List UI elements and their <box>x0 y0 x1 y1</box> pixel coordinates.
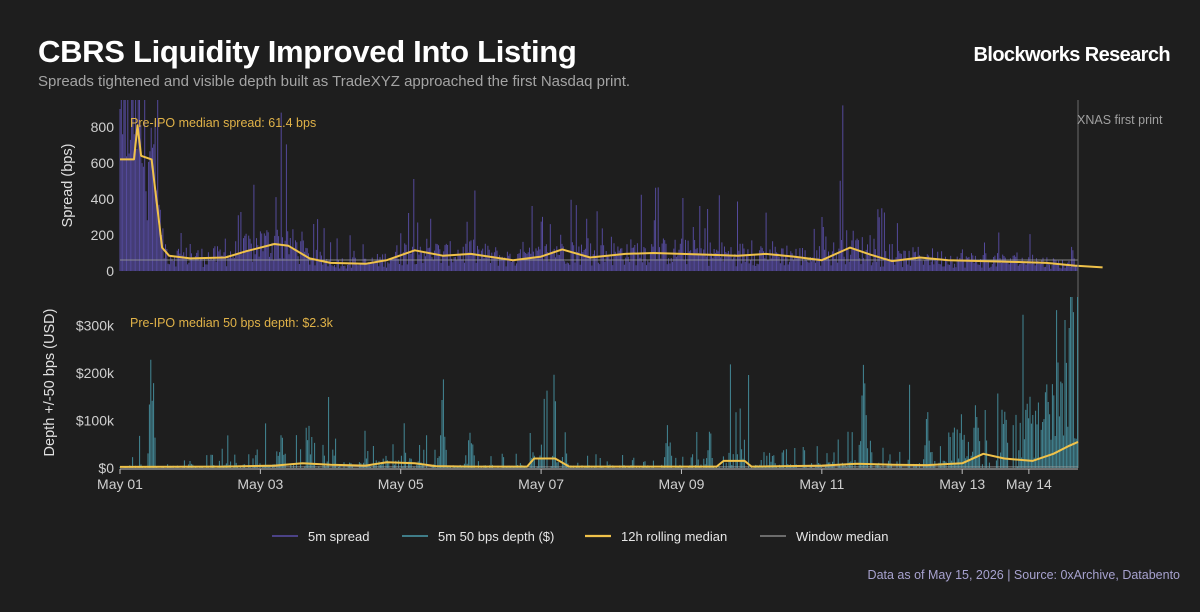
brand-logo: Blockworks Research <box>973 44 1171 66</box>
depth-y-tick-label: $300k <box>76 318 115 334</box>
legend: 5m spread 5m 50 bps depth ($) 12h rolling … <box>272 529 889 544</box>
depth-y-tick-label: $100k <box>76 413 115 429</box>
x-tick-label: May 13 <box>939 476 985 492</box>
x-tick-label: May 09 <box>659 476 705 492</box>
depth-y-tick-label: $200k <box>76 365 115 381</box>
x-tick-label: May 07 <box>518 476 564 492</box>
depth-annotation: Pre-IPO median 50 bps depth: $2.3k <box>130 316 334 330</box>
x-tick-label: May 01 <box>97 476 143 492</box>
spread-y-tick-label: 0 <box>106 263 114 279</box>
spread-annotation: Pre-IPO median spread: 61.4 bps <box>130 116 316 130</box>
spread-rolling-median-line <box>120 124 1103 269</box>
depth-rolling-median-line <box>119 440 1079 468</box>
spread-panel: 0 200 400 600 800 Spread (bps) Pre-IPO median … <box>60 100 1163 468</box>
depth-y-axis-title: Depth +/-50 bps (USD) <box>42 309 58 457</box>
spread-y-tick-label: 400 <box>91 191 115 207</box>
xnas-first-print-label: XNAS first print <box>1077 113 1163 127</box>
spread-y-tick-label: 800 <box>91 119 115 135</box>
depth-y-tick-label: $0 <box>98 460 114 476</box>
x-tick-label: May 03 <box>237 476 283 492</box>
chart-subtitle: Spreads tightened and visible depth buil… <box>38 73 631 90</box>
legend-label-window: Window median <box>796 529 889 544</box>
x-tick-label: May 05 <box>378 476 424 492</box>
depth-panel: $0 $100k $200k $300k Depth +/-50 bps (USD) Pr… <box>42 297 1079 476</box>
x-tick-label: May 11 <box>799 476 844 492</box>
source-note: Data as of May 15, 2026 | Source: 0xArch… <box>867 568 1180 582</box>
spread-y-tick-label: 200 <box>91 227 115 243</box>
x-tick-label: May 14 <box>1006 476 1052 492</box>
legend-label-rolling: 12h rolling median <box>621 529 727 544</box>
spread-series <box>119 100 1078 271</box>
spread-y-axis-title: Spread (bps) <box>60 144 76 228</box>
legend-label-depth: 5m 50 bps depth ($) <box>438 529 554 544</box>
spread-y-tick-label: 600 <box>91 155 115 171</box>
legend-label-spread: 5m spread <box>308 529 369 544</box>
date-axis: May 01 May 03 May 05 May 07 May 09 May 11 May … <box>97 468 1078 492</box>
chart-title: CBRS Liquidity Improved Into Listing <box>38 34 577 69</box>
